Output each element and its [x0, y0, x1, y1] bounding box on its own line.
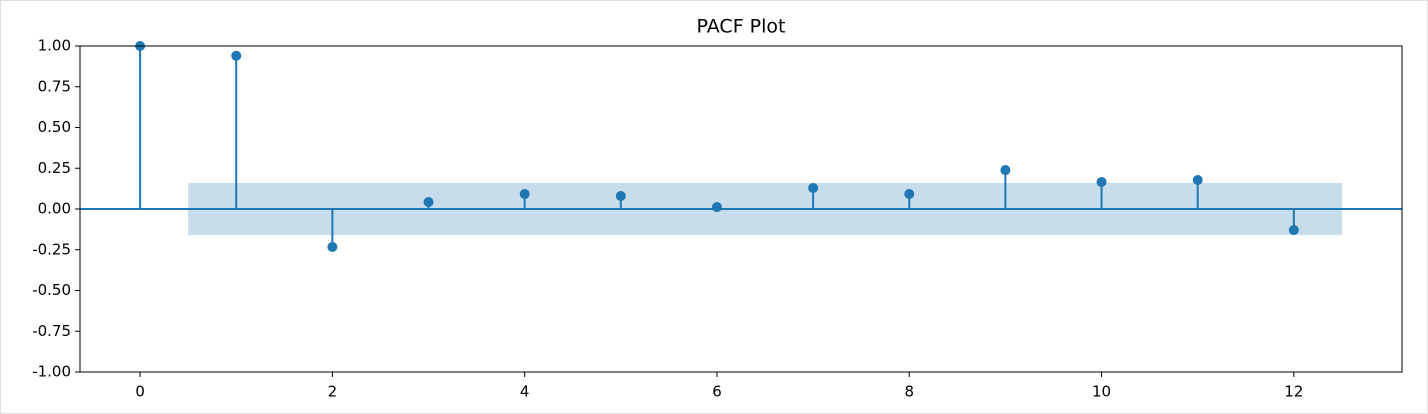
y-tick-label: -0.75	[32, 322, 71, 340]
stem-marker	[327, 241, 338, 252]
stem-marker	[423, 196, 434, 207]
x-tick-label: 4	[520, 383, 530, 401]
plot-frame	[79, 45, 1403, 373]
stem-marker	[711, 202, 722, 213]
stem-marker	[1288, 225, 1299, 236]
stem-marker	[1192, 174, 1203, 185]
x-tick-label: 0	[135, 383, 145, 401]
y-tick-label: 0.75	[38, 77, 71, 95]
stem-marker	[519, 189, 530, 200]
y-tick-label: 0.50	[38, 118, 71, 136]
stem-marker	[1000, 165, 1011, 176]
x-tick-label: 2	[328, 383, 338, 401]
y-tick-label: 0.00	[38, 200, 71, 218]
x-tick-label: 6	[712, 383, 722, 401]
stem-marker	[904, 189, 915, 200]
chart-title: PACF Plot	[697, 16, 786, 38]
stem-marker	[231, 50, 242, 61]
x-tick-label: 8	[904, 383, 914, 401]
y-tick-label: 0.25	[38, 159, 71, 177]
y-tick-label: -0.50	[32, 281, 71, 299]
y-tick-label: -0.25	[32, 240, 71, 258]
x-tick-label: 12	[1284, 383, 1303, 401]
y-tick-label: -1.00	[32, 363, 71, 381]
x-tick-label: 10	[1092, 383, 1111, 401]
stem-marker	[808, 182, 819, 193]
stem-marker	[1096, 176, 1107, 187]
y-tick-label: 1.00	[38, 37, 71, 55]
stem-marker	[615, 190, 626, 201]
